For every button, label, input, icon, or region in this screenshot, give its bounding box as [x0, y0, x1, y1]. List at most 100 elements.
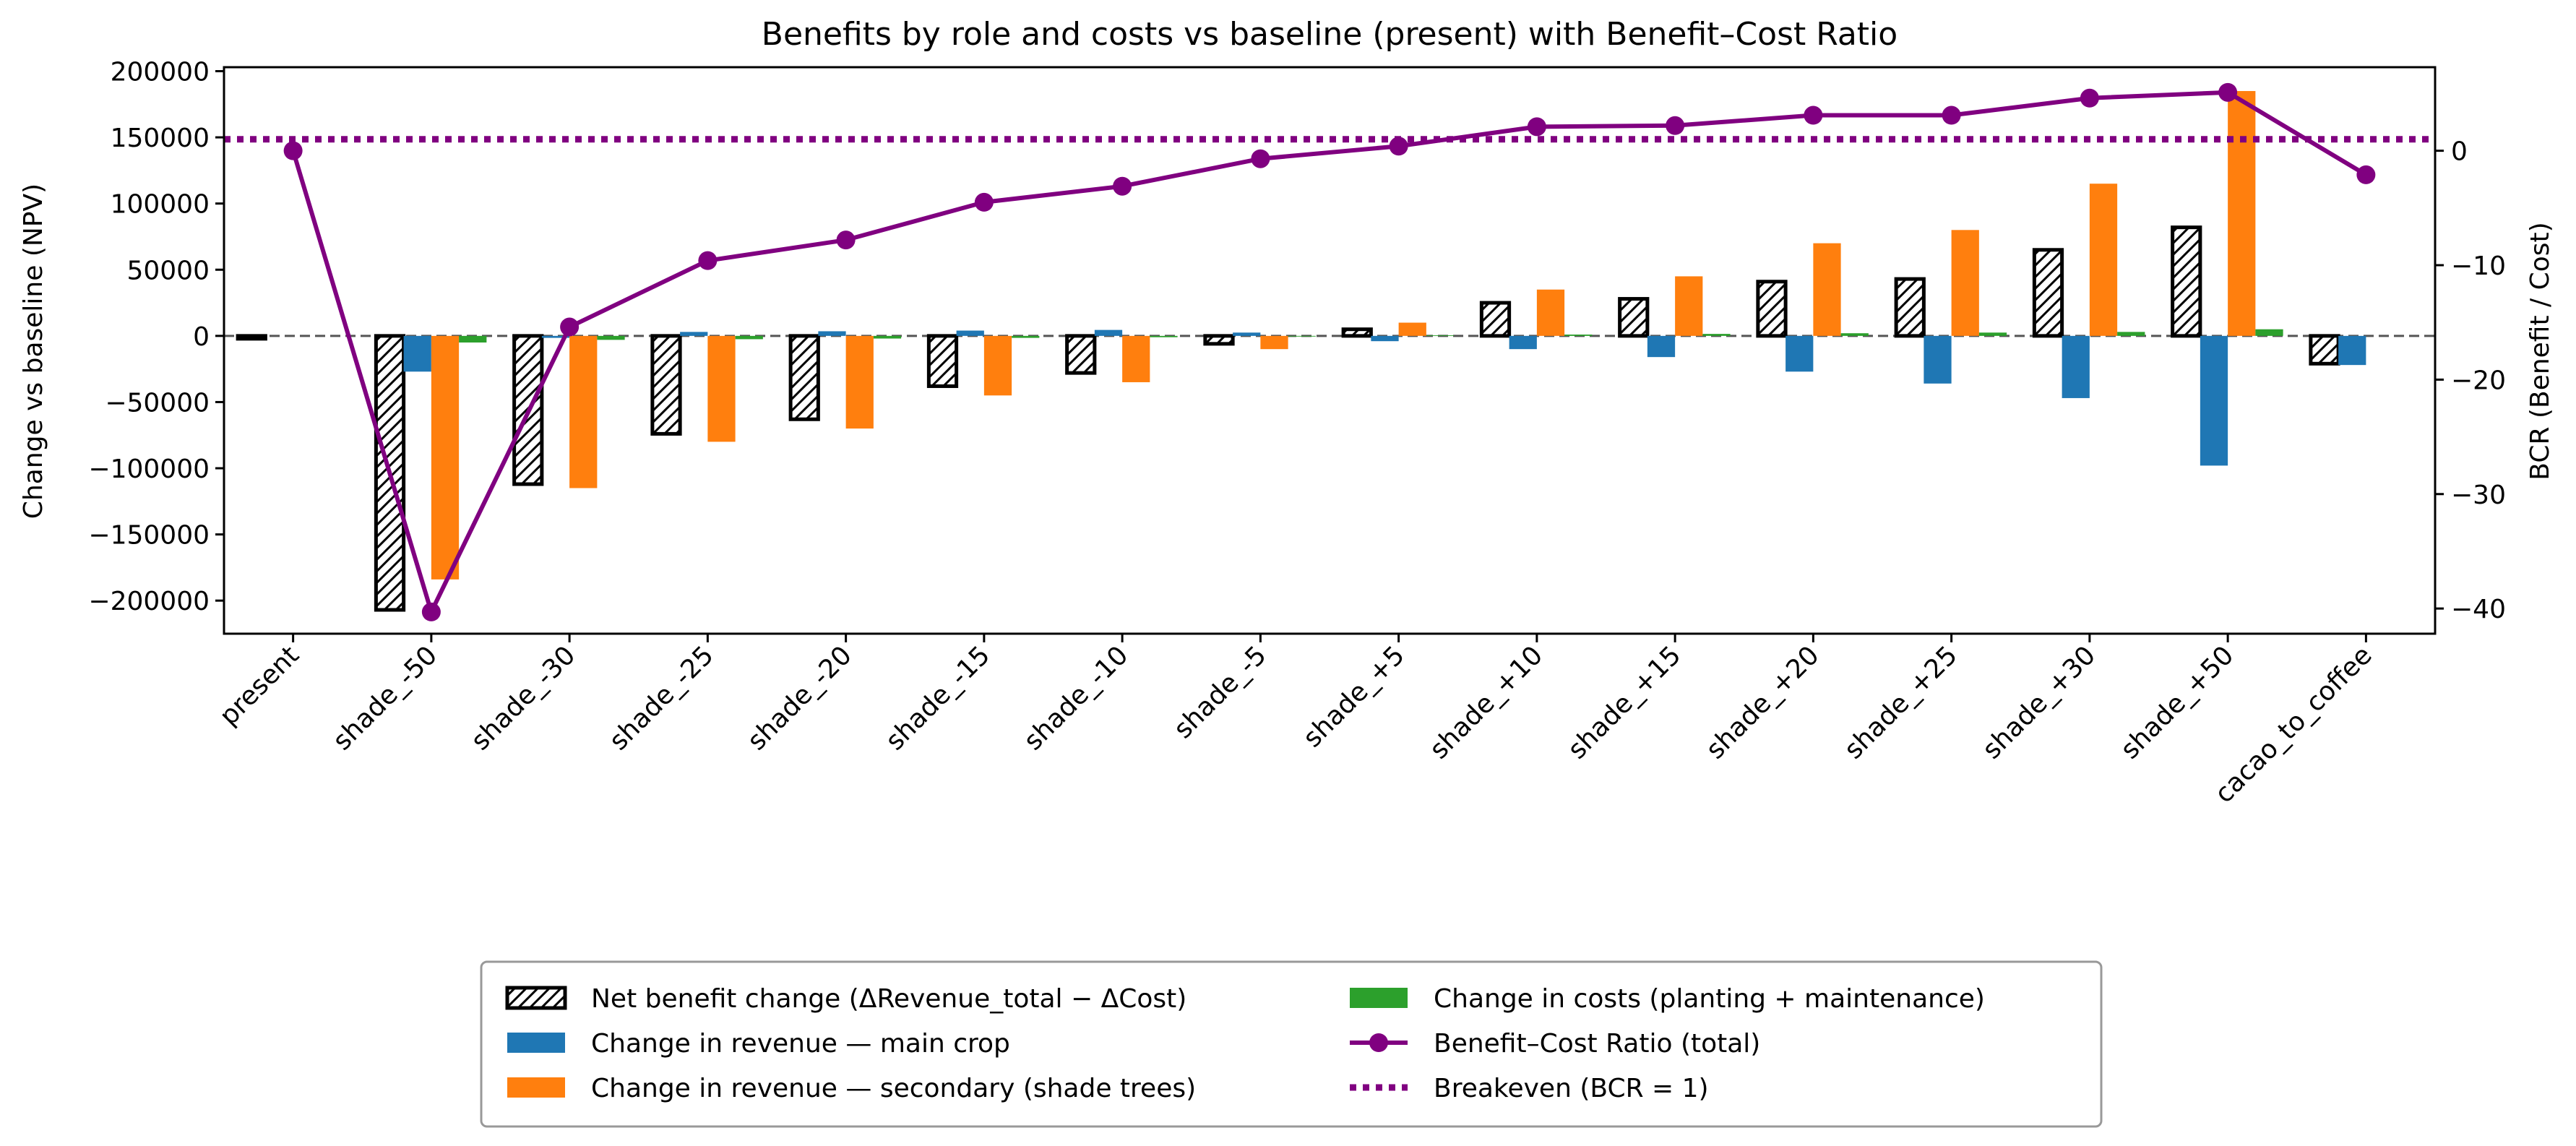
x-tick-label-present: present: [214, 640, 305, 731]
bcr-point-shade_-15: [974, 192, 994, 212]
y-tick-label: 200000: [111, 57, 210, 87]
bar-main-crop-shade_+10: [1509, 335, 1537, 350]
bar-costs-shade_+15: [1702, 334, 1731, 336]
chart-title: Benefits by role and costs vs baseline (…: [762, 16, 1897, 53]
bar-main-crop-shade_+30: [2062, 335, 2090, 398]
bar-secondary-shade_-15: [983, 335, 1012, 396]
bar-net-benefit-shade_-5: [1203, 334, 1235, 346]
bar-secondary-shade_+5: [1398, 322, 1426, 336]
y2-tick-label: −30: [2451, 481, 2506, 510]
bar-main-crop-shade_-30: [541, 335, 570, 338]
legend-item-3-swatch: [1350, 988, 1408, 1008]
x-tick-label-shade_-5: shade_-5: [1168, 640, 1272, 744]
y-tick-label: 100000: [111, 190, 210, 220]
x-tick-label-shade_-50: shade_-50: [327, 640, 443, 756]
bar-main-crop-shade_+50: [2200, 335, 2228, 466]
bar-costs-shade_+30: [2117, 332, 2145, 336]
bar-net-benefit-present: [236, 334, 267, 341]
x-tick-label-shade_-30: shade_-30: [465, 640, 581, 756]
bcr-point-shade_-30: [560, 317, 580, 337]
legend-item-1-swatch: [507, 1033, 565, 1053]
y-tick-label: −100000: [88, 454, 210, 484]
bar-net-benefit-shade_+30: [2032, 248, 2064, 338]
bar-costs-shade_+5: [1426, 335, 1455, 336]
bcr-point-cacao_to_coffee: [2356, 165, 2376, 184]
legend-item-0-swatch: [505, 986, 567, 1010]
bcr-point-shade_-25: [698, 251, 718, 270]
bcr-point-shade_-10: [1113, 176, 1132, 196]
y-axis-label: Change vs baseline (NPV): [19, 184, 48, 519]
bcr-point-shade_+10: [1527, 117, 1546, 137]
bar-main-crop-shade_-50: [403, 335, 431, 372]
x-tick-label-shade_-25: shade_-25: [604, 640, 720, 756]
bar-net-benefit-shade_-20: [788, 334, 820, 421]
y2-tick-label: −40: [2451, 595, 2506, 624]
bar-costs-shade_-25: [735, 335, 763, 340]
bar-secondary-shade_+50: [2228, 90, 2256, 336]
bar-costs-shade_-50: [459, 335, 487, 343]
plot-frame: [223, 66, 2437, 635]
y2-tick-label: −20: [2451, 366, 2506, 395]
x-tick-label-shade_+15: shade_+15: [1562, 640, 1687, 764]
x-tick-label-shade_+5: shade_+5: [1298, 640, 1410, 753]
legend-item-5-label: Breakeven (BCR = 1): [1434, 1074, 1709, 1103]
legend-item-0-label: Net benefit change (ΔRevenue_total − ΔCo…: [591, 984, 1186, 1014]
bar-net-benefit-shade_+50: [2171, 225, 2202, 338]
bar-main-crop-shade_+5: [1371, 335, 1399, 342]
bar-secondary-shade_-50: [431, 335, 460, 580]
bar-main-crop-cacao_to_coffee: [2338, 335, 2366, 366]
bcr-point-shade_+30: [2080, 88, 2099, 108]
legend-item-2-swatch: [507, 1077, 565, 1098]
bar-net-benefit-shade_+25: [1894, 277, 1926, 338]
bar-secondary-shade_+20: [1813, 243, 1841, 336]
bar-main-crop-shade_-20: [818, 331, 846, 336]
bar-costs-shade_+50: [2255, 329, 2283, 336]
bar-net-benefit-shade_-10: [1065, 334, 1097, 375]
x-tick-label-shade_+25: shade_+25: [1839, 640, 1963, 764]
x-tick-label-shade_-10: shade_-10: [1018, 640, 1134, 756]
bcr-line: [290, 90, 2367, 614]
bar-main-crop-shade_-5: [1233, 332, 1261, 336]
y-tick-label: 50000: [126, 256, 210, 285]
y-tick-label: 0: [193, 322, 210, 352]
bar-costs-shade_-15: [1012, 335, 1040, 338]
legend-item-4-label: Benefit–Cost Ratio (total): [1434, 1029, 1760, 1059]
bar-main-crop-shade_-10: [1094, 329, 1123, 336]
bcr-point-shade_+50: [2218, 82, 2238, 102]
legend-item-1-label: Change in revenue — main crop: [591, 1029, 1010, 1059]
bars-layer: [236, 90, 2366, 612]
bar-net-benefit-shade_+15: [1618, 297, 1650, 338]
bar-costs-shade_-10: [1150, 335, 1178, 337]
x-tick-label-shade_+30: shade_+30: [1977, 640, 2101, 764]
bar-secondary-shade_-10: [1122, 335, 1150, 382]
legend: Net benefit change (ΔRevenue_total − ΔCo…: [480, 960, 2103, 1128]
bar-secondary-shade_+10: [1536, 289, 1565, 336]
bar-net-benefit-shade_+5: [1341, 327, 1373, 338]
bcr-point-shade_-20: [836, 231, 856, 250]
bcr-point-present: [283, 141, 303, 160]
bcr-point-shade_-5: [1251, 149, 1270, 168]
bcr-point-shade_+15: [1666, 116, 1685, 135]
bar-secondary-shade_+25: [1951, 230, 1979, 336]
bar-net-benefit-shade_+20: [1756, 280, 1788, 338]
bar-main-crop-shade_+15: [1647, 335, 1676, 358]
bar-secondary-shade_-25: [707, 335, 736, 442]
bar-secondary-shade_-20: [845, 335, 874, 429]
bar-costs-shade_+10: [1564, 335, 1593, 336]
bar-secondary-shade_-30: [569, 335, 598, 488]
y-tick-label: −150000: [88, 521, 210, 551]
bcr-point-shade_+5: [1389, 137, 1408, 156]
bcr-point-shade_+20: [1804, 105, 1823, 125]
bcr-line-layer: [224, 82, 2435, 621]
x-tick-label-shade_-20: shade_-20: [742, 640, 858, 756]
bar-secondary-shade_+30: [2089, 184, 2118, 336]
bar-main-crop-shade_+25: [1924, 335, 1952, 384]
x-tick-label-shade_+20: shade_+20: [1700, 640, 1825, 764]
bcr-point-shade_-50: [421, 602, 441, 621]
y2-axis-label: BCR (Benefit / Cost): [2525, 222, 2555, 480]
legend-item-3-label: Change in costs (planting + maintenance): [1434, 984, 1985, 1014]
y2-tick-label: 0: [2451, 137, 2468, 167]
bar-net-benefit-shade_-15: [926, 334, 959, 388]
bar-net-benefit-shade_-25: [650, 334, 682, 436]
